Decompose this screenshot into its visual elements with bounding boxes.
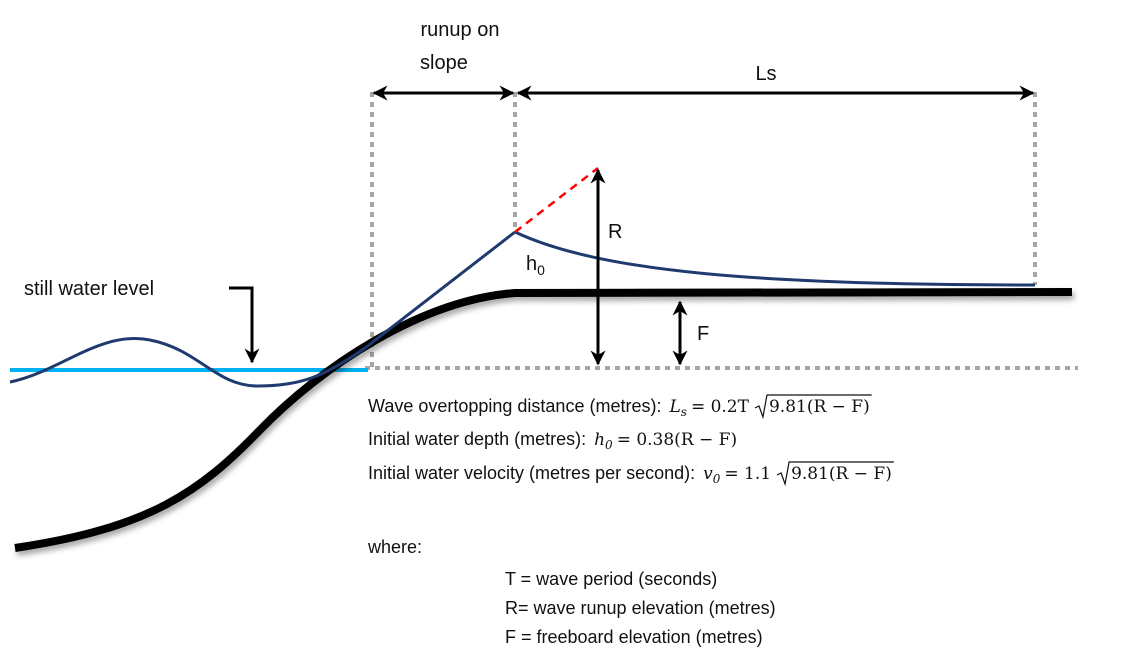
h0-main: h <box>526 253 537 275</box>
formula-lhs: h <box>594 430 605 450</box>
formula-subscript: 0 <box>713 472 721 486</box>
formula-label: Wave overtopping distance (metres): <box>368 396 661 416</box>
formulas: Wave overtopping distance (metres): Ls = 0… <box>368 394 894 487</box>
runup-extension <box>514 167 599 233</box>
formula-label: Initial water velocity (metres per secon… <box>368 463 695 483</box>
r-label: R <box>608 221 622 243</box>
h0-label: h0 <box>526 253 545 278</box>
definition: F = freeboard elevation (metres) <box>505 627 763 647</box>
formula-expression: v0 = 1.1 <box>703 464 771 486</box>
runup-label: runup on <box>421 19 500 41</box>
sqrt-sign <box>754 394 872 420</box>
ls-label: Ls <box>755 63 776 85</box>
formula-lhs: v <box>703 464 713 484</box>
runup-label: slope <box>420 52 468 74</box>
formula-label: Initial water depth (metres): <box>368 429 586 449</box>
formula-radicand: 9.81(R − F) <box>791 464 892 484</box>
f-label: F <box>697 323 709 345</box>
formula-rhs: = 1.1 <box>724 464 771 484</box>
sqrt-sign <box>776 461 894 487</box>
formula-rhs: = 0.38(R − F) <box>617 430 737 450</box>
formula-radicand: 9.81(R − F) <box>769 397 870 417</box>
wave-runup <box>9 230 516 388</box>
overtopping-flow <box>514 230 1036 287</box>
formula-expression: h0 = 0.38(R − F) <box>594 430 737 452</box>
definition: T = wave period (seconds) <box>505 569 717 589</box>
swl-label: still water level <box>24 278 154 300</box>
formula-subscript: 0 <box>605 438 613 452</box>
guide-lines <box>365 92 1078 370</box>
formula-subscript: s <box>681 405 687 419</box>
where-label: where: <box>367 537 422 557</box>
swl-arrow <box>229 286 260 364</box>
formula-rhs: = 0.2T <box>691 397 750 417</box>
definitions: T = wave period (seconds) R= wave runup e… <box>505 569 776 647</box>
ground-profile <box>14 288 1073 552</box>
h0-subscript: 0 <box>537 262 545 278</box>
formula-expression: Ls = 0.2T <box>668 397 749 419</box>
definition: R= wave runup elevation (metres) <box>505 598 776 618</box>
formula-lhs: L <box>668 397 680 417</box>
